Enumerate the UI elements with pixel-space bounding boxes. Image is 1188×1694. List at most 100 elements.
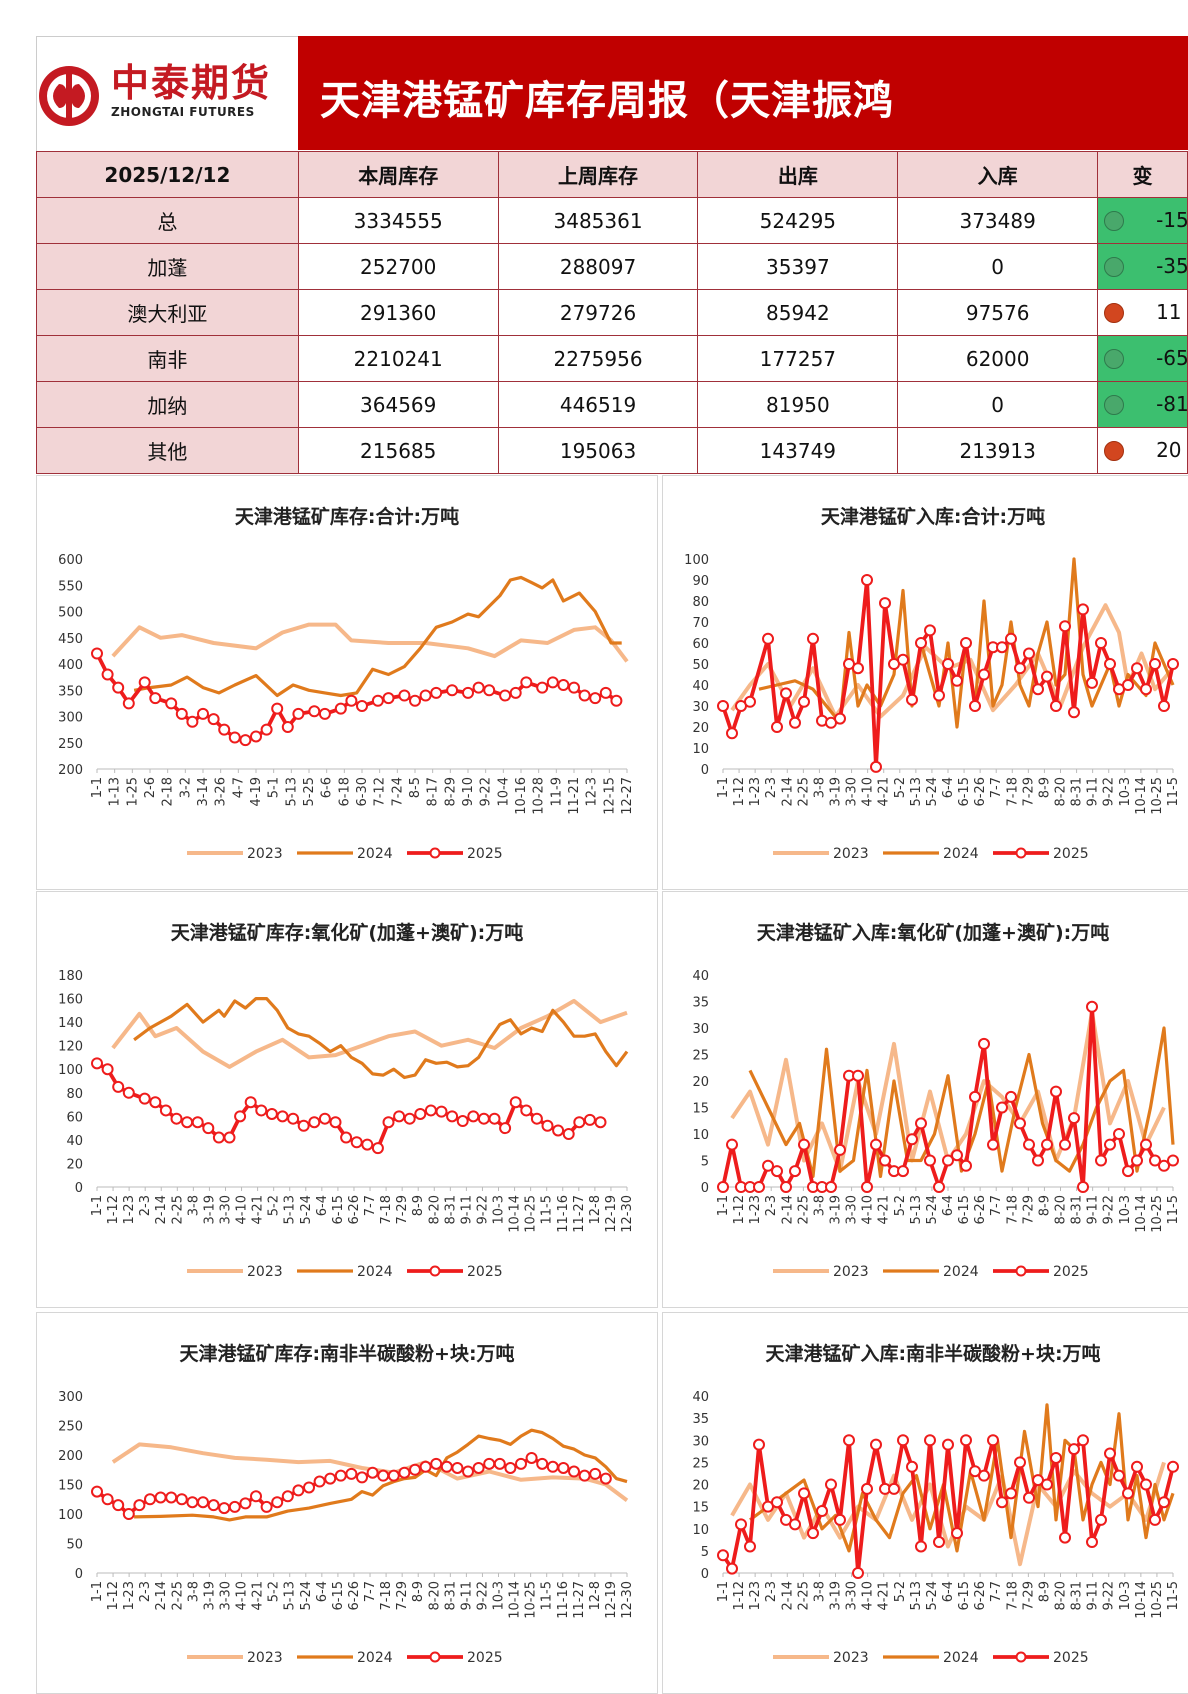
x-tick-label: 7-7 [989, 1195, 1004, 1216]
x-tick-label: 1-23 [748, 1195, 763, 1225]
x-tick-label: 9-22 [1102, 777, 1117, 807]
data-point-2025 [717, 1549, 729, 1562]
data-point-2025 [933, 1536, 945, 1549]
data-point-2025 [969, 700, 981, 712]
data-point-2025 [1050, 1451, 1062, 1464]
data-point-2025 [996, 1496, 1008, 1509]
x-tick-label: 6-26 [973, 777, 988, 807]
inbound: 0 [897, 243, 1099, 290]
data-point-2025 [1140, 1138, 1152, 1151]
data-point-2025 [1113, 1128, 1125, 1140]
data-point-2025 [771, 721, 783, 733]
y-tick-label: 600 [58, 553, 83, 568]
x-tick-label: 11-5 [1166, 1195, 1181, 1225]
legend-marker-2025 [1015, 1651, 1027, 1663]
legend-label: 2025 [467, 1650, 503, 1666]
series-line-2023 [111, 998, 628, 1069]
data-point-2025 [780, 687, 792, 700]
data-point-2025 [1032, 1154, 1044, 1167]
data-point-2025 [1113, 1469, 1125, 1482]
x-tick-label: 7-7 [989, 1581, 1004, 1602]
data-point-2025 [1158, 1496, 1170, 1509]
x-tick-label: 7-29 [395, 1195, 410, 1225]
series-line-2024 [133, 575, 622, 698]
x-tick-label: 1-12 [732, 1581, 747, 1611]
x-tick-label: 10-3 [1118, 1195, 1133, 1225]
x-tick-label: 1-12 [732, 1195, 747, 1225]
x-tick-label: 2-14 [154, 1581, 169, 1611]
x-tick-label: 3-8 [186, 1195, 201, 1216]
y-tick-label: 120 [58, 1040, 83, 1055]
data-point-2025 [798, 1487, 810, 1500]
data-point-2025 [834, 712, 846, 725]
x-tick-label: 2-25 [170, 1581, 185, 1611]
x-tick-label: 7-7 [989, 777, 1004, 798]
line-chart: 0 10 20 30 40 50 60 70 80 90 100 1-1 1-12 1-23 2-3 2-14… [684, 553, 1181, 862]
data-point-2025 [978, 668, 990, 681]
x-tick-label: 11-5 [1166, 1581, 1181, 1611]
x-tick-label: 8-29 [443, 777, 458, 807]
legend-marker-2025 [429, 1265, 441, 1277]
column-header: 入库 [897, 151, 1099, 198]
outbound: 85942 [697, 289, 899, 336]
data-point-2025 [472, 681, 485, 694]
data-point-2025 [951, 674, 963, 687]
x-tick-label: 2-25 [170, 1195, 185, 1225]
data-point-2025 [735, 1518, 747, 1531]
data-point-2025 [271, 1496, 284, 1509]
line-chart: 0 50 100 150 200 250 300 1-1 1-12 1-23 2-3 2-14 2-25… [58, 1390, 635, 1666]
y-tick-label: 20 [66, 1157, 83, 1172]
y-tick-label: 80 [66, 1087, 83, 1102]
red-circle-icon [1104, 441, 1125, 461]
y-tick-label: 40 [692, 679, 709, 694]
x-tick-label: 2-25 [796, 1581, 811, 1611]
x-tick-label: 5-13 [909, 777, 924, 807]
data-point-2025 [915, 637, 927, 649]
data-point-2025 [536, 681, 549, 694]
change-value: 11 [1156, 300, 1182, 324]
data-point-2025 [557, 679, 570, 691]
data-point-2025 [377, 1469, 390, 1482]
data-point-2025 [557, 1461, 570, 1474]
x-tick-label: 2-14 [154, 1195, 169, 1225]
data-point-2025 [281, 721, 294, 733]
data-point-2025 [568, 1465, 580, 1478]
chart-panel: 200 250 300 350 400 450 500 550 600 1-1 1-13 1-25 2-… [36, 475, 658, 890]
legend-label: 2023 [833, 1650, 869, 1666]
data-point-2025 [987, 1138, 999, 1151]
x-tick-label: 6-30 [355, 777, 370, 807]
x-tick-label: 1-1 [716, 1195, 731, 1216]
data-point-2025 [578, 689, 591, 702]
x-tick-label: 10-4 [496, 777, 511, 807]
y-tick-label: 35 [692, 996, 709, 1011]
x-tick-label: 3-14 [196, 777, 211, 807]
legend-label: 2024 [943, 1264, 979, 1280]
legend-label: 2023 [833, 1264, 869, 1280]
x-tick-label: 9-11 [459, 1581, 474, 1611]
x-tick-label: 6-15 [957, 777, 972, 807]
legend-label: 2025 [1053, 846, 1089, 862]
data-point-2025 [218, 1502, 231, 1515]
data-point-2025 [303, 1481, 315, 1494]
y-tick-label: 0 [701, 763, 709, 778]
series-line-2025 [95, 652, 618, 743]
data-point-2025 [260, 1500, 273, 1513]
inbound: 0 [897, 381, 1099, 428]
y-tick-label: 250 [58, 737, 83, 752]
x-tick-label: 6-26 [973, 1195, 988, 1225]
data-point-2025 [717, 1181, 729, 1193]
x-tick-label: 2-25 [796, 1195, 811, 1225]
data-point-2025 [573, 1116, 586, 1129]
x-tick-label: 6-6 [320, 777, 335, 798]
y-tick-label: 200 [58, 1449, 83, 1464]
data-point-2025 [138, 676, 151, 689]
data-point-2025 [1041, 1478, 1053, 1491]
x-tick-label: 2-14 [780, 1581, 795, 1611]
x-tick-label: 10-25 [1150, 777, 1165, 815]
data-point-2025 [91, 1057, 103, 1070]
chart-title: 天津港锰矿入库:合计:万吨 [820, 506, 1046, 528]
outbound: 143749 [697, 427, 899, 474]
y-tick-label: 10 [692, 1523, 709, 1538]
data-point-2025 [996, 1101, 1008, 1114]
